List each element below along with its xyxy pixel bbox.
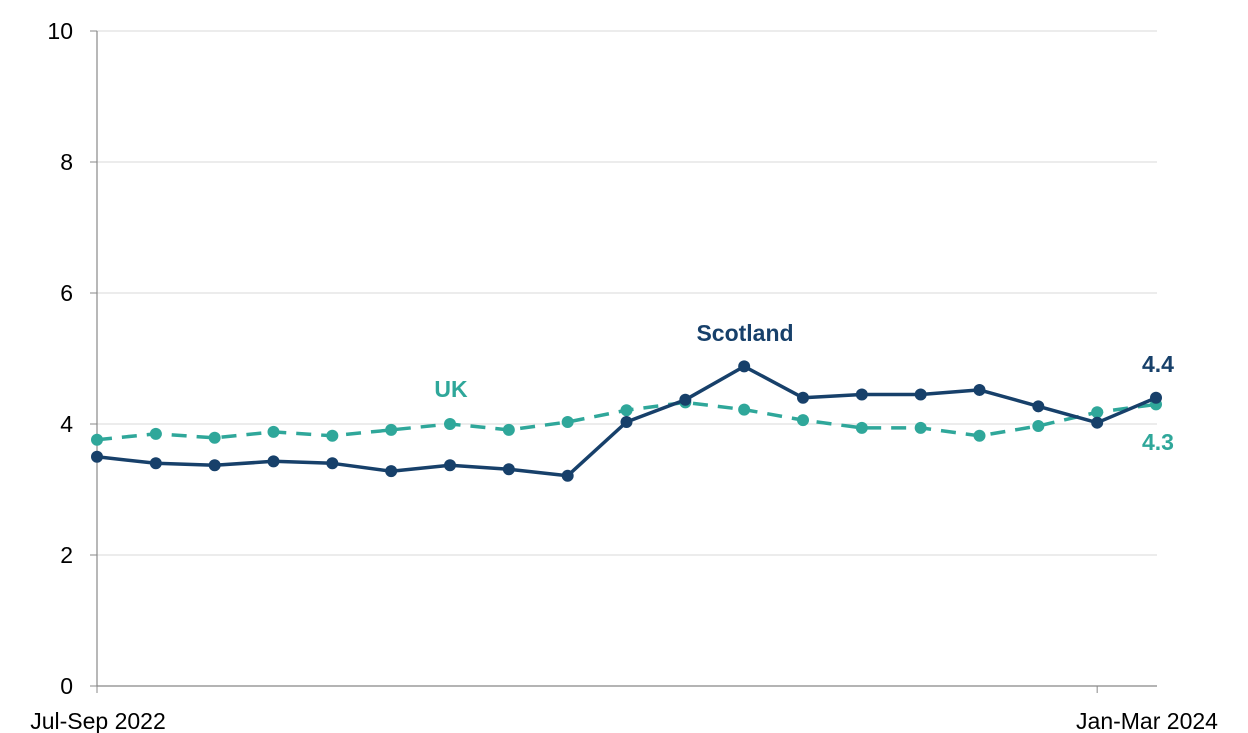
y-tick-label: 8 <box>60 149 73 175</box>
series-label-uk: UK <box>434 376 468 402</box>
data-point-scotland <box>385 465 398 478</box>
data-point-scotland <box>855 388 868 401</box>
data-point-scotland <box>267 455 280 468</box>
data-point-uk <box>385 423 398 436</box>
data-point-uk <box>326 429 339 442</box>
data-point-uk <box>1091 406 1104 419</box>
series-label-scotland: Scotland <box>696 320 793 346</box>
data-point-uk <box>267 425 280 438</box>
data-point-scotland <box>620 416 633 429</box>
axes <box>96 31 1157 687</box>
x-tick-label-end: Jan-Mar 2024 <box>1076 708 1218 733</box>
y-tick-label: 4 <box>60 411 73 437</box>
end-label-scotland: 4.4 <box>1142 351 1174 377</box>
data-point-scotland <box>1032 400 1045 413</box>
data-point-uk <box>620 404 633 417</box>
y-tick-label: 10 <box>47 18 73 44</box>
data-point-scotland <box>973 383 986 396</box>
gridlines <box>97 30 1157 556</box>
data-point-scotland <box>738 360 751 373</box>
y-axis-ticks: 0 2 4 6 8 10 <box>47 18 97 699</box>
data-point-uk <box>797 414 809 427</box>
y-tick-label: 0 <box>60 673 73 699</box>
data-point-uk <box>561 416 574 429</box>
data-point-scotland <box>208 459 221 472</box>
data-point-scotland <box>444 459 456 472</box>
data-point-scotland <box>502 463 515 476</box>
data-point-uk <box>973 429 986 442</box>
x-axis-ticks <box>96 686 1098 693</box>
data-point-scotland <box>149 457 162 470</box>
data-point-scotland <box>326 457 339 470</box>
data-point-uk <box>444 418 456 430</box>
data-point-uk <box>91 433 103 446</box>
series-layer <box>91 360 1162 482</box>
end-label-uk: 4.3 <box>1142 429 1174 455</box>
data-point-scotland <box>797 391 809 404</box>
data-point-scotland <box>561 469 574 482</box>
data-point-uk <box>1032 419 1045 432</box>
x-tick-label-start: Jul-Sep 2022 <box>30 708 166 733</box>
data-point-uk <box>855 421 868 434</box>
data-point-scotland <box>1091 416 1104 429</box>
data-point-uk <box>738 403 751 416</box>
data-point-uk <box>502 423 515 436</box>
data-point-uk <box>914 421 927 434</box>
y-tick-label: 6 <box>60 280 73 306</box>
data-point-scotland <box>1150 391 1162 404</box>
data-point-uk <box>208 431 221 444</box>
y-tick-label: 2 <box>60 542 73 568</box>
data-point-scotland <box>914 388 927 401</box>
data-point-scotland <box>91 450 103 463</box>
data-point-scotland <box>679 393 692 406</box>
data-point-uk <box>149 427 162 440</box>
